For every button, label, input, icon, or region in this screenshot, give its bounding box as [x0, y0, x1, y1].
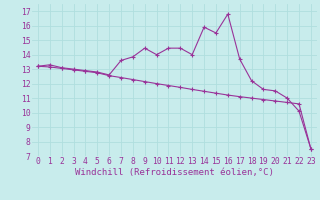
X-axis label: Windchill (Refroidissement éolien,°C): Windchill (Refroidissement éolien,°C) — [75, 168, 274, 177]
